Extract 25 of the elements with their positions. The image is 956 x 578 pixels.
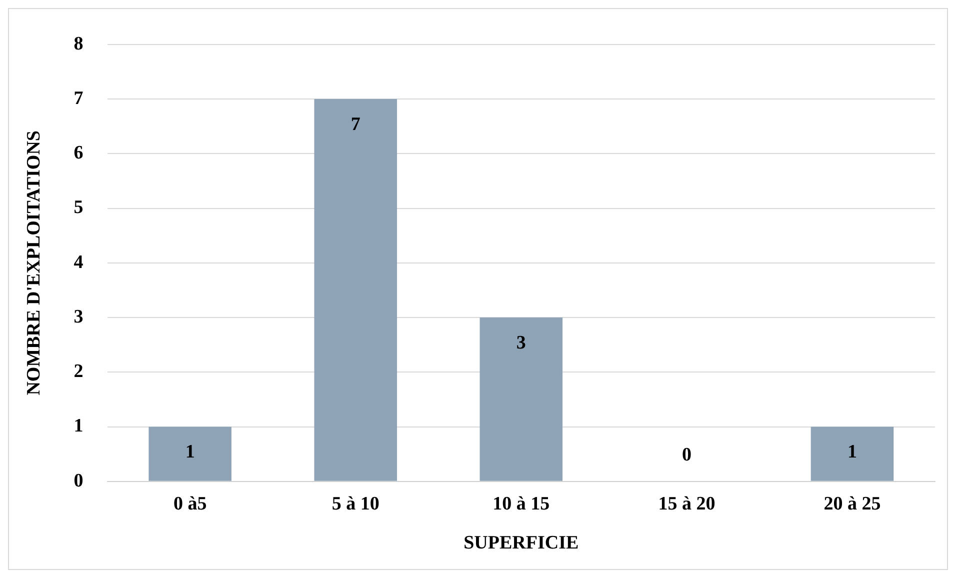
bar <box>480 318 563 481</box>
x-tick-label: 10 à 15 <box>492 494 550 515</box>
y-tick-label: 2 <box>74 361 84 382</box>
data-label: 1 <box>185 442 195 463</box>
y-tick-label: 1 <box>74 416 84 437</box>
bar <box>314 99 397 481</box>
y-tick-label: 5 <box>74 197 84 218</box>
bar <box>810 426 894 481</box>
x-axis-title: SUPERFICIE <box>464 532 579 554</box>
x-tick-label: 15 à 20 <box>658 494 716 515</box>
y-tick-label: 3 <box>74 306 84 328</box>
data-label: 3 <box>516 332 526 354</box>
y-tick-label: 7 <box>74 88 84 109</box>
x-tick-label: 20 à 25 <box>824 494 881 515</box>
y-tick-label: 4 <box>74 252 84 273</box>
y-tick-label: 0 <box>74 470 84 492</box>
data-label: 1 <box>847 442 857 463</box>
data-label: 0 <box>682 444 692 466</box>
bar <box>148 426 232 481</box>
data-label: 7 <box>350 114 361 135</box>
x-tick-label: 0 à5 <box>173 494 207 515</box>
y-tick-label: 8 <box>74 33 84 54</box>
y-axis-title: NOMBRE D'EXPLOITATIONS <box>23 130 44 396</box>
x-tick-label: 5 à 10 <box>332 494 380 515</box>
y-tick-label: 6 <box>74 142 84 164</box>
